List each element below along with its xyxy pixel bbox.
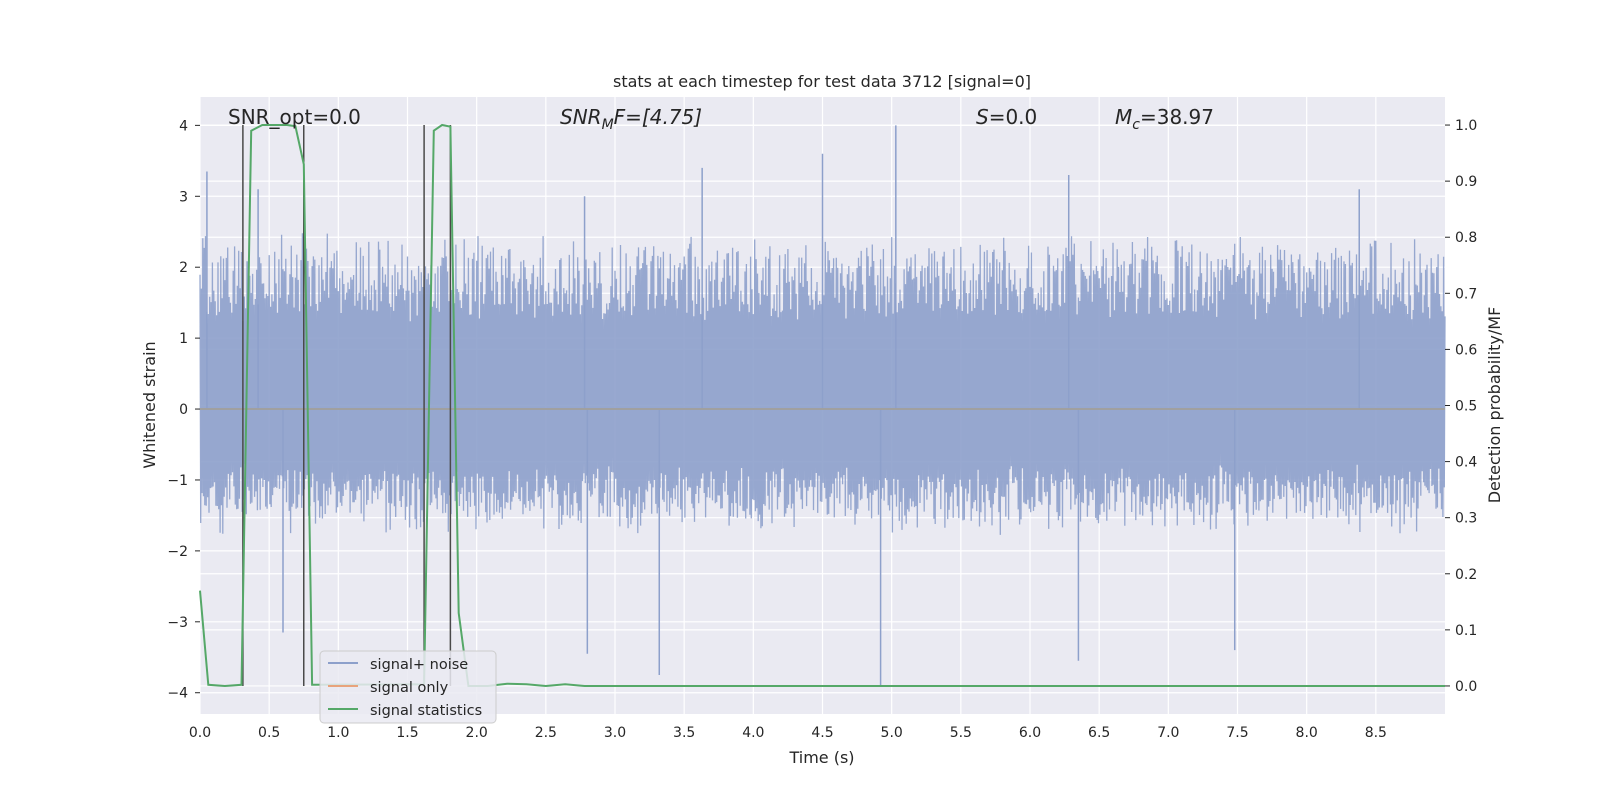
annotation-mc-sub: c — [1132, 117, 1140, 133]
annotation-snr-mf-main: SNR — [560, 105, 602, 129]
annotation-mc: Mc=38.97 — [1115, 105, 1214, 133]
annotation-s-rest: =0.0 — [989, 105, 1038, 129]
x-tick-label: 0.5 — [258, 725, 280, 741]
y-axis-label: Whitened strain — [140, 341, 159, 468]
y2-tick-label: 1.0 — [1455, 118, 1477, 134]
y2-tick-label: 0.0 — [1455, 679, 1477, 695]
y2-tick-label: 0.4 — [1455, 455, 1477, 471]
x-tick-label: 6.5 — [1088, 725, 1110, 741]
x-tick-label: 5.5 — [950, 725, 972, 741]
x-tick-label: 3.0 — [604, 725, 626, 741]
x-tick-label: 3.5 — [673, 725, 695, 741]
annotation-s: S=0.0 — [976, 105, 1037, 129]
y2-axis-ticks: 1.0 0.9 0.8 0.7 0.6 0.5 0.4 0.3 0.2 0.1 0.0 — [1445, 118, 1477, 695]
y-tick-label: 2 — [179, 260, 188, 276]
x-tick-label: 2.5 — [535, 725, 557, 741]
y2-tick-label: 0.2 — [1455, 567, 1477, 583]
y2-tick-label: 0.1 — [1455, 623, 1477, 639]
y2-tick-label: 0.9 — [1455, 174, 1477, 190]
x-axis-ticks: 0.0 0.5 1.0 1.5 2.0 2.5 3.0 3.5 4.0 4.5 5.0 5.5 6.0 6… — [189, 725, 1387, 741]
annotation-mc-main: M — [1115, 105, 1132, 129]
y2-axis-label: Detection probability/MF — [1485, 307, 1504, 504]
y2-tick-label: 0.3 — [1455, 511, 1477, 527]
x-tick-label: 1.0 — [327, 725, 349, 741]
x-tick-label: 2.0 — [466, 725, 488, 741]
x-tick-label: 8.0 — [1296, 725, 1318, 741]
annotation-snr-mf-sub: M — [602, 117, 614, 133]
legend-label-signal-only: signal only — [370, 680, 449, 696]
x-tick-label: 4.5 — [811, 725, 833, 741]
annotation-mc-rest: =38.97 — [1140, 105, 1214, 129]
annotation-snr-mf: SNRMF=[4.75] — [560, 105, 702, 133]
y-tick-label: 0 — [179, 402, 188, 418]
y-tick-label: −4 — [167, 686, 188, 702]
chart-title: stats at each timestep for test data 371… — [613, 72, 1031, 91]
y2-tick-label: 0.7 — [1455, 286, 1477, 302]
y-tick-label: 1 — [179, 331, 188, 347]
legend: signal+ noise signal only signal statist… — [319, 650, 497, 724]
y-tick-label: 3 — [179, 189, 188, 205]
x-tick-label: 6.0 — [1019, 725, 1041, 741]
x-tick-label: 7.0 — [1157, 725, 1179, 741]
legend-label-signal-noise: signal+ noise — [370, 657, 468, 673]
y2-tick-label: 0.5 — [1455, 399, 1477, 415]
annotation-s-main: S — [976, 105, 989, 129]
y2-tick-label: 0.6 — [1455, 342, 1477, 358]
y-tick-label: −3 — [167, 615, 188, 631]
x-tick-label: 0.0 — [189, 725, 211, 741]
annotation-snr-opt: SNR_opt=0.0 — [228, 105, 361, 129]
x-tick-label: 5.0 — [881, 725, 903, 741]
y-tick-label: −2 — [167, 544, 188, 560]
legend-box — [319, 650, 497, 724]
annotation-snr-mf-rest: F=[4.75] — [614, 105, 702, 129]
legend-label-signal-statistics: signal statistics — [370, 703, 482, 719]
y-tick-label: −1 — [167, 473, 188, 489]
y2-tick-label: 0.8 — [1455, 230, 1477, 246]
y-axis-ticks: 4 3 2 1 0 −1 −2 −3 −4 — [167, 118, 200, 702]
x-tick-label: 4.0 — [742, 725, 764, 741]
x-tick-label: 7.5 — [1226, 725, 1248, 741]
x-tick-label: 1.5 — [396, 725, 418, 741]
y-tick-label: 4 — [179, 118, 188, 134]
x-axis-label: Time (s) — [788, 748, 854, 767]
x-tick-label: 8.5 — [1365, 725, 1387, 741]
